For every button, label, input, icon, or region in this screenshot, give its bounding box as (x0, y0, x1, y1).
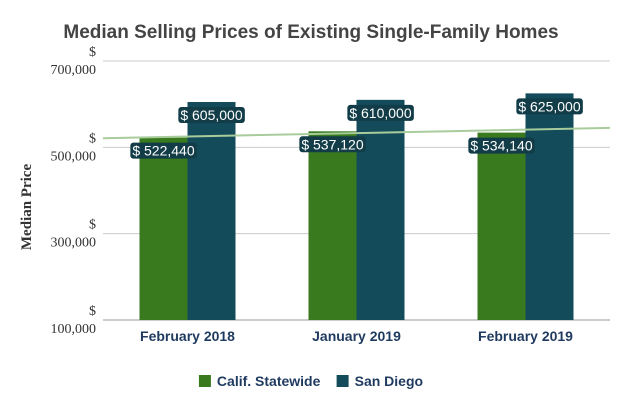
legend-swatch (198, 375, 211, 387)
y-tick-label: 700,000 (51, 63, 97, 78)
bar (525, 93, 574, 320)
legend-label: San Diego (355, 373, 423, 389)
legend-label: Calif. Statewide (217, 373, 321, 389)
data-label: $ 605,000 (180, 107, 242, 123)
y-tick-label-currency: $ (89, 218, 96, 233)
trendline (102, 126, 611, 140)
bars (139, 93, 574, 320)
data-label-box (347, 104, 414, 121)
data-label-box (178, 107, 245, 124)
legend-swatch (336, 375, 349, 387)
x-tick-label: February 2018 (140, 328, 235, 344)
y-tick-label: 100,000 (51, 322, 97, 337)
data-label: $ 610,000 (349, 105, 411, 121)
bar (187, 102, 236, 320)
data-labels: $ 522,440 $ 605,000 $ 537,120 $ 610,000 $ 53… (130, 98, 583, 159)
bar (356, 99, 405, 320)
bar (477, 132, 526, 320)
bar (139, 137, 188, 320)
bar (308, 131, 357, 320)
data-label-box (299, 136, 366, 153)
data-label: $ 534,140 (470, 138, 532, 154)
legend-item: San Diego (336, 373, 423, 389)
data-label-box (516, 98, 583, 115)
data-label-box (130, 142, 197, 159)
legend-item: Calif. Statewide (198, 373, 321, 389)
x-tick-label: February 2019 (478, 328, 573, 344)
y-tick-label-currency: $ (89, 131, 96, 146)
x-axis-categories: February 2018 January 2019 February 2019 (140, 328, 573, 344)
data-label: $ 625,000 (518, 98, 580, 114)
y-tick-label: 300,000 (51, 236, 97, 251)
data-label: $ 522,440 (132, 143, 194, 159)
y-axis-label: Median Price (19, 164, 35, 251)
y-tick-label: 500,000 (51, 149, 97, 164)
data-label-box (468, 137, 535, 154)
data-label: $ 537,120 (301, 136, 363, 152)
y-tick-label-currency: $ (89, 45, 96, 60)
chart-title: Median Selling Prices of Existing Single… (63, 22, 558, 43)
legend: Calif. Statewide San Diego (198, 373, 423, 389)
y-tick-label-currency: $ (89, 304, 96, 319)
x-tick-label: January 2019 (312, 328, 401, 344)
y-axis-ticks: $100,000 $300,000 $500,000 $700,000 (51, 45, 97, 337)
